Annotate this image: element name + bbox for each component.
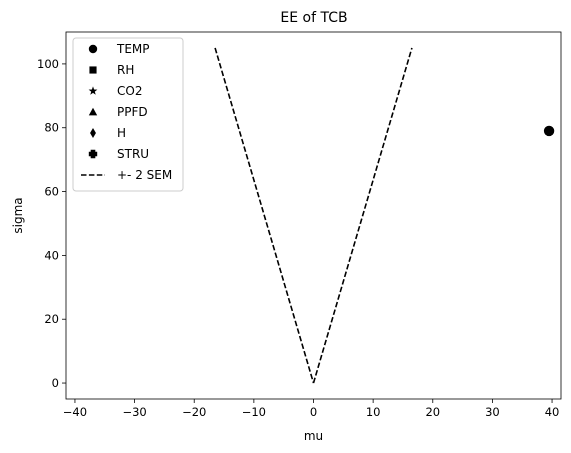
legend-marker-ppfd (88, 107, 98, 116)
legend-box (72, 37, 184, 192)
legend-label-temp: TEMP (116, 42, 150, 56)
x-tick-label-1: −30 (122, 405, 146, 419)
x-tick-label-5: 10 (366, 405, 381, 419)
x-axis-label: mu (304, 429, 323, 443)
legend: TEMP RH CO2 PPFD H STRU +- 2 SEM (72, 37, 184, 192)
y-axis: 0 20 40 60 80 100 (37, 57, 66, 390)
x-tick-label-3: −10 (242, 405, 266, 419)
x-tick-label-8: 40 (545, 405, 560, 419)
y-tick-label-2: 40 (44, 248, 59, 262)
point-temp-0 (543, 125, 555, 137)
sem-line-0 (214, 47, 315, 384)
x-tick-label-0: −40 (63, 405, 87, 419)
sem-line-1 (312, 47, 413, 384)
chart-title: EE of TCB (280, 10, 347, 26)
legend-label-co2: CO2 (117, 84, 142, 98)
legend-label-ppfd: PPFD (117, 105, 148, 119)
legend-label-2-sem: +- 2 SEM (117, 168, 172, 182)
x-tick-label-2: −20 (182, 405, 206, 419)
legend-marker-co2 (88, 86, 98, 95)
y-tick-label-3: 60 (44, 185, 59, 199)
y-axis-label: sigma (11, 197, 25, 233)
y-tick-label-1: 20 (44, 312, 59, 326)
plot-area (214, 47, 555, 384)
x-tick-label-6: 20 (425, 405, 440, 419)
legend-marker-stru (88, 149, 98, 159)
y-tick-label-5: 100 (37, 57, 59, 71)
legend-label-stru: STRU (117, 147, 149, 161)
y-tick-label-4: 80 (44, 121, 59, 135)
legend-marker-rh (89, 66, 97, 74)
x-tick-label-4: 0 (310, 405, 317, 419)
legend-label-h: H (117, 126, 126, 140)
x-tick-label-7: 30 (485, 405, 500, 419)
legend-marker-temp (88, 44, 98, 54)
y-tick-label-0: 0 (52, 376, 59, 390)
legend-marker-h (90, 127, 96, 139)
legend-label-rh: RH (117, 63, 134, 77)
x-axis: −40 −30 −20 −10 0 10 20 30 40 (63, 399, 560, 419)
